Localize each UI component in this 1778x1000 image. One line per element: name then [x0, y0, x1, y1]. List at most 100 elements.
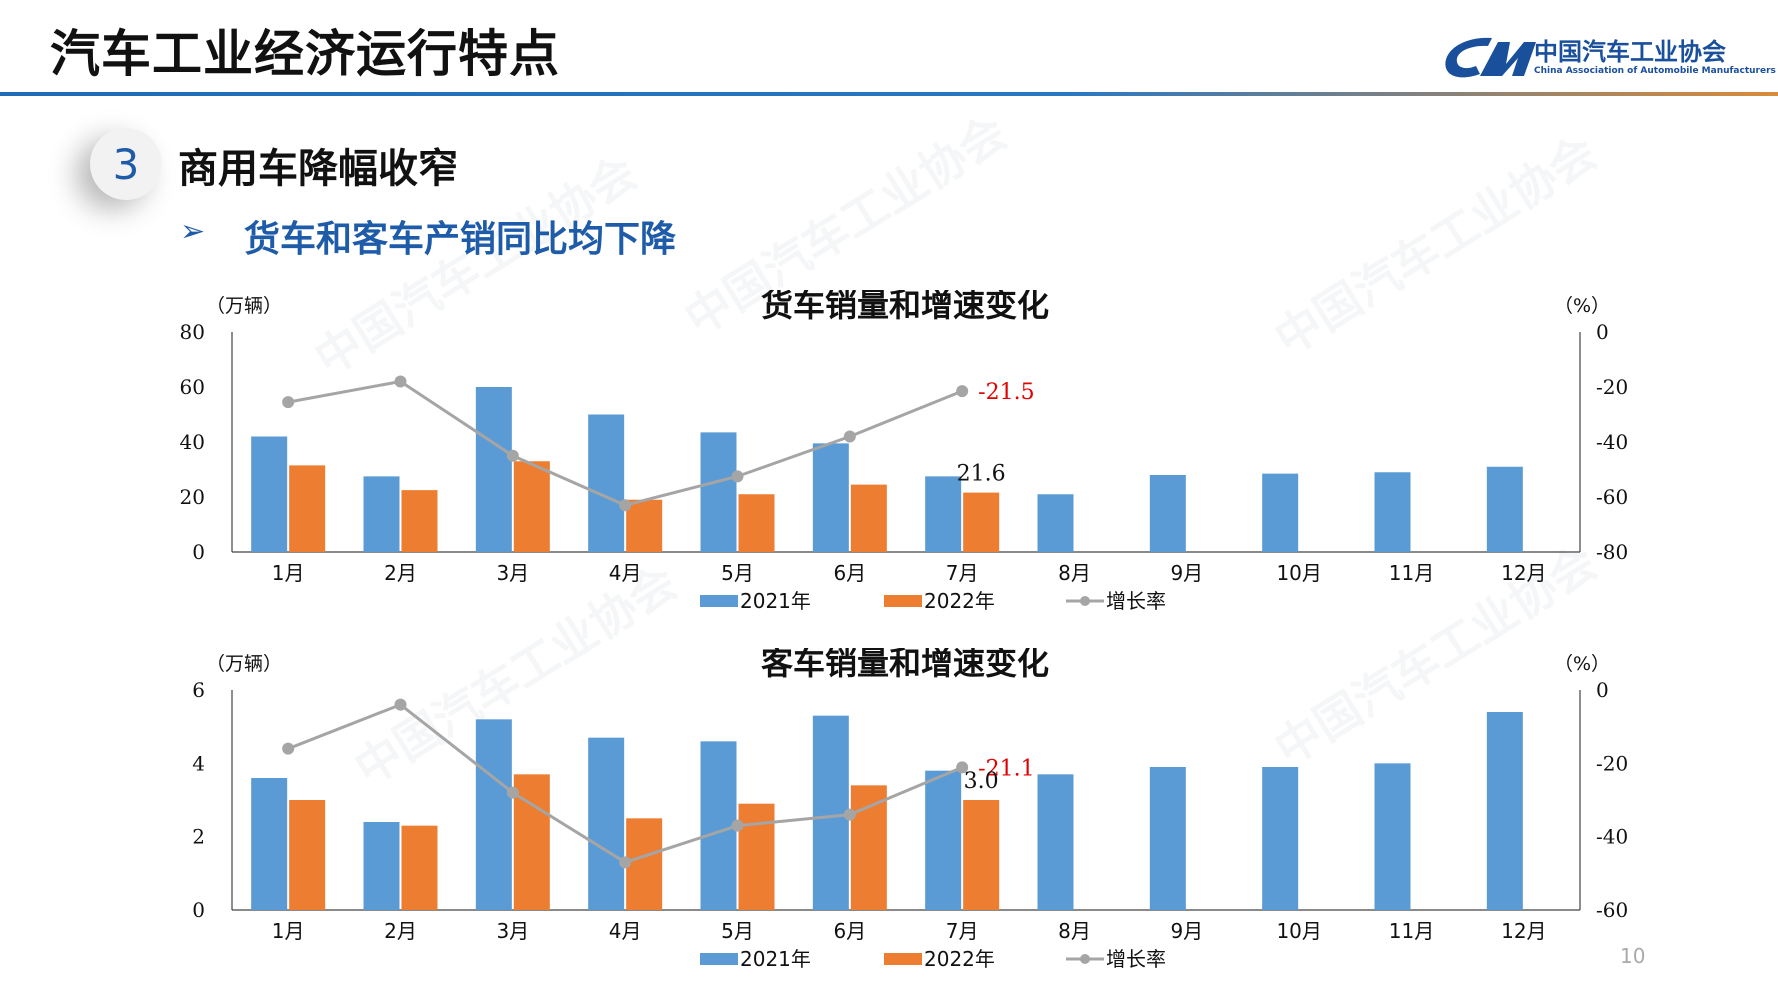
growth-rate-point [843, 430, 856, 443]
x-category-label: 10月 [1276, 561, 1321, 585]
legend-label-2021: 2021年 [740, 589, 811, 613]
x-category-label: 12月 [1501, 919, 1546, 943]
bar-2022 [626, 818, 663, 910]
growth-rate-point [956, 761, 969, 774]
bar-2021 [700, 741, 737, 910]
caam-logo-icon [1445, 37, 1536, 78]
x-category-label: 4月 [609, 561, 642, 585]
growth-rate-point [394, 375, 407, 388]
left-axis-unit-label: （万辆） [206, 295, 282, 317]
bar-2022 [850, 484, 887, 552]
bar-2021 [1262, 473, 1299, 552]
page-header-title: 汽车工业经济运行特点 [50, 25, 560, 83]
x-category-label: 6月 [833, 561, 866, 585]
section-title: 商用车降幅收窄 [178, 146, 458, 192]
left-tick-label: 60 [180, 375, 205, 399]
bar-2021 [925, 770, 962, 910]
right-tick-label: 0 [1596, 320, 1609, 344]
x-category-label: 7月 [946, 561, 979, 585]
x-category-label: 1月 [272, 919, 305, 943]
bar-2022 [289, 800, 326, 910]
x-category-label: 1月 [272, 561, 305, 585]
right-axis-unit-label: （%） [1554, 653, 1610, 675]
growth-rate-point [619, 499, 632, 512]
right-tick-label: -20 [1596, 751, 1628, 775]
logo-english-name: China Association of Automobile Manufact… [1534, 66, 1776, 76]
x-category-label: 11月 [1389, 919, 1434, 943]
x-category-label: 5月 [721, 561, 754, 585]
growth-rate-point [394, 698, 407, 711]
growth-rate-point [282, 396, 295, 409]
growth-rate-point [282, 742, 295, 755]
right-tick-label: -60 [1596, 898, 1628, 922]
right-tick-label: -80 [1596, 540, 1628, 564]
header-divider [0, 92, 1778, 96]
left-tick-label: 40 [180, 430, 205, 454]
x-category-label: 10月 [1276, 919, 1321, 943]
left-axis-unit-label: （万辆） [206, 653, 282, 675]
left-tick-label: 80 [180, 320, 205, 344]
left-tick-label: 0 [192, 540, 205, 564]
bus-sales-chart: 客车销量和增速变化 （万辆） （%） 0 2 4 6 -60 -40 -20 0 1月 2月 3月 4月 5月… [192, 648, 1628, 971]
bar-2022 [738, 803, 775, 910]
right-tick-label: -40 [1596, 430, 1628, 454]
bar-2021 [363, 476, 400, 552]
growth-rate-point [506, 786, 519, 799]
growth-rate-point [731, 470, 744, 483]
right-axis-unit-label: （%） [1554, 295, 1610, 317]
legend-swatch-growth-marker [1080, 954, 1090, 964]
logo-chinese-name: 中国汽车工业协会 [1534, 38, 1726, 66]
legend-swatch-growth-marker [1080, 596, 1090, 606]
x-category-label: 8月 [1058, 561, 1091, 585]
x-category-label: 5月 [721, 919, 754, 943]
bar-2022 [401, 825, 438, 910]
bar-2022 [963, 800, 1000, 910]
left-tick-label: 4 [192, 751, 205, 775]
right-tick-label: -20 [1596, 375, 1628, 399]
left-tick-label: 2 [192, 825, 205, 849]
legend-swatch-2021 [700, 953, 738, 965]
bar-2021 [1037, 494, 1074, 552]
bar-2021 [1262, 767, 1299, 910]
bar-2021 [1486, 712, 1523, 910]
left-tick-label: 6 [192, 678, 205, 702]
x-category-label: 9月 [1170, 919, 1203, 943]
bar-2022-data-label: 3.0 [964, 769, 999, 794]
growth-rate-data-label: -21.5 [978, 380, 1034, 405]
x-category-label: 8月 [1058, 919, 1091, 943]
bar-2021 [812, 443, 849, 552]
x-category-label: 6月 [833, 919, 866, 943]
bar-2021 [588, 737, 625, 910]
left-tick-label: 0 [192, 898, 205, 922]
legend-label-2022: 2022年 [924, 947, 995, 971]
bar-2021 [475, 387, 512, 552]
x-category-label: 3月 [496, 561, 529, 585]
bar-2022-data-label: 21.6 [957, 462, 1006, 487]
bar-2022 [963, 492, 1000, 552]
bar-2021 [1374, 472, 1411, 552]
growth-rate-point [731, 819, 744, 832]
legend-label-2021: 2021年 [740, 947, 811, 971]
bar-2021 [812, 715, 849, 910]
x-category-label: 2月 [384, 561, 417, 585]
growth-rate-point [956, 385, 969, 398]
bar-2021 [1374, 763, 1411, 910]
section-subtitle: 货车和客车产销同比均下降 [244, 219, 677, 260]
chart-title: 客车销量和增速变化 [761, 648, 1049, 682]
growth-rate-data-label: -21.1 [978, 756, 1034, 781]
legend-label-2022: 2022年 [924, 589, 995, 613]
truck-sales-chart: 货车销量和增速变化 （万辆） （%） 0 20 40 60 80 -80 -60 -40 -20 0 1月… [180, 290, 1629, 613]
x-category-label: 9月 [1170, 561, 1203, 585]
section-number-badge: 3 [90, 128, 162, 200]
growth-rate-point [506, 449, 519, 462]
legend-label-growth: 增长率 [1106, 589, 1166, 613]
chart-title: 货车销量和增速变化 [761, 290, 1049, 324]
legend-swatch-2022 [884, 595, 922, 607]
bar-2021 [475, 719, 512, 910]
bar-2021 [251, 778, 288, 910]
bar-2021 [1037, 774, 1074, 910]
x-category-label: 11月 [1389, 561, 1434, 585]
growth-rate-point [843, 808, 856, 821]
legend-label-growth: 增长率 [1106, 947, 1166, 971]
bar-2022 [513, 774, 550, 910]
